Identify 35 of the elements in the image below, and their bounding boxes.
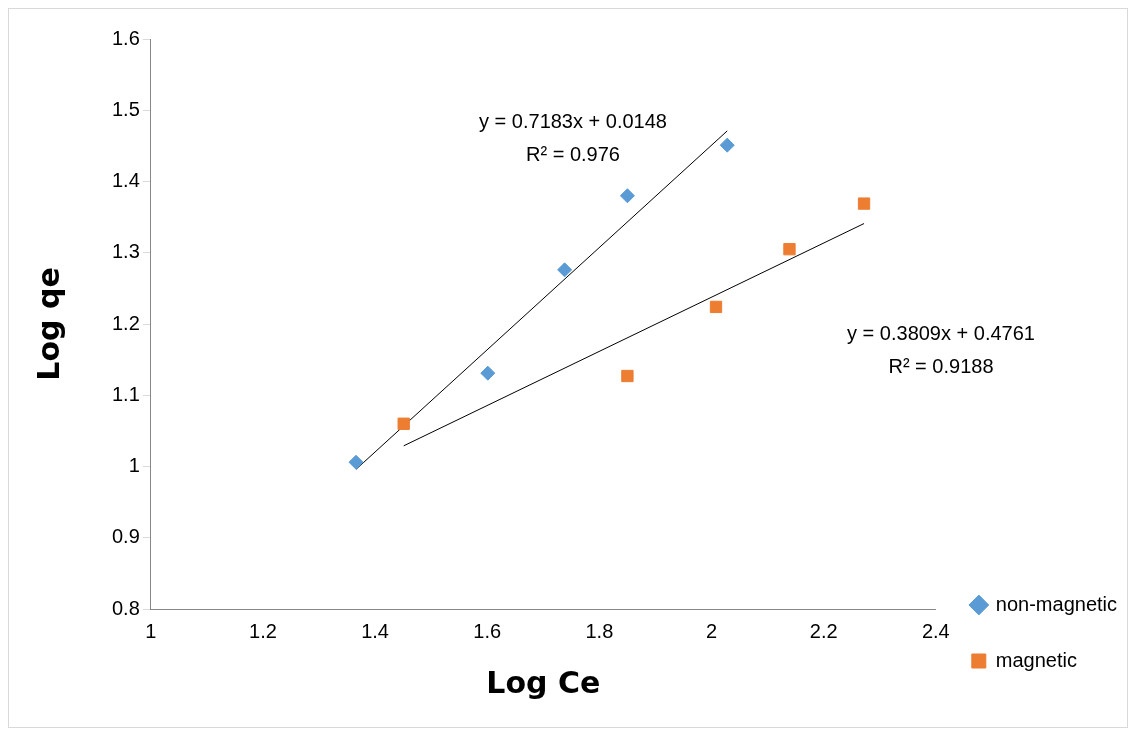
annotation: R² = 0.976 <box>526 142 620 166</box>
annotation: y = 0.7183x + 0.0148 <box>479 109 667 133</box>
x-axis-title: Log Ce <box>486 664 601 700</box>
point <box>783 243 796 256</box>
point <box>348 454 364 470</box>
point <box>557 262 573 278</box>
y-tick-label: 1.6 <box>111 26 140 49</box>
point <box>397 417 410 430</box>
x-tick-label: 2 <box>705 619 718 642</box>
x-tick-label: 2.2 <box>809 619 838 642</box>
x-tick-label: 2.4 <box>921 619 950 642</box>
y-tick-label: 1.3 <box>111 240 140 263</box>
x-tick-label: 1.6 <box>473 619 502 642</box>
point <box>709 300 723 314</box>
x-tick-label: 1.8 <box>585 619 614 642</box>
point <box>621 369 634 383</box>
x-tick-label: 1 <box>145 619 157 642</box>
y-tick-label: 1.4 <box>111 169 140 192</box>
y-tick-label: 1.1 <box>111 382 140 405</box>
y-tick-label: 0.8 <box>111 596 140 619</box>
y-tick-label: 1 <box>128 454 140 477</box>
point <box>619 188 635 204</box>
y-tick-label: 1.5 <box>111 97 140 120</box>
y-axis-title: Log qe <box>30 267 66 381</box>
point <box>480 365 496 381</box>
x-tick-label: 1.4 <box>361 619 389 642</box>
annotation: R² = 0.9188 <box>888 354 994 378</box>
x-tick-label: 1.2 <box>249 619 277 642</box>
annotation: y = 0.3809x + 0.4761 <box>847 321 1035 345</box>
legend-label: magnetic <box>995 648 1077 671</box>
point <box>857 197 871 210</box>
legend-label: non-magnetic <box>995 592 1118 615</box>
y-tick-label: 0.9 <box>111 525 140 548</box>
point <box>719 137 735 153</box>
y-tick-label: 1.2 <box>111 311 140 334</box>
